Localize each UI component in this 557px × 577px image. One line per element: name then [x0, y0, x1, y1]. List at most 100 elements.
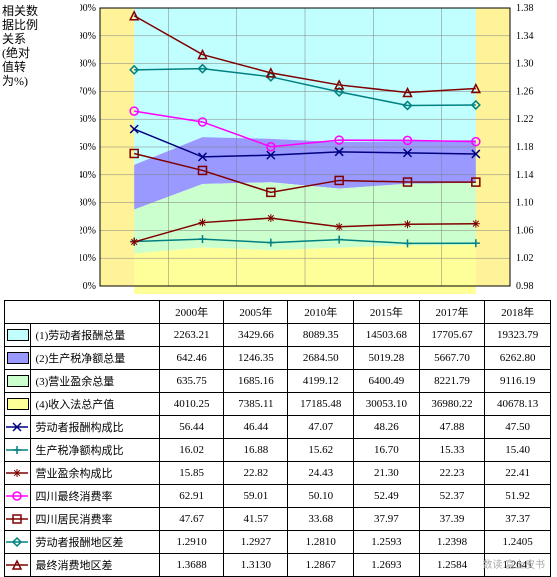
- legend-swatch: [5, 462, 31, 485]
- svg-text:1.30: 1.30: [516, 59, 534, 70]
- data-cell: 52.49: [354, 485, 420, 508]
- svg-text:80%: 80%: [80, 59, 96, 70]
- data-cell: 4010.25: [160, 393, 224, 416]
- data-cell: 37.39: [419, 508, 485, 531]
- table-header: 2000年2005年2010年2015年2017年2018年: [5, 301, 551, 324]
- data-cell: 17185.48: [288, 393, 354, 416]
- table-row: 四川最终消费率62.9159.0150.1052.4952.3751.92: [5, 485, 551, 508]
- data-cell: 642.46: [160, 347, 224, 370]
- data-cell: 15.85: [160, 462, 224, 485]
- col-header: 2010年: [288, 301, 354, 324]
- col-header: 2017年: [419, 301, 485, 324]
- data-table: 2000年2005年2010年2015年2017年2018年(1)劳动者报酬总量…: [4, 300, 551, 577]
- legend-label: (1)劳动者报酬总量: [31, 324, 160, 347]
- table-row: (3)营业盈余总量635.751685.164199.126400.498221…: [5, 370, 551, 393]
- col-header: 2018年: [485, 301, 551, 324]
- data-cell: 1.2910: [160, 531, 224, 554]
- svg-text:1.14: 1.14: [516, 170, 534, 181]
- legend-label: 生产税净额构成比: [31, 439, 160, 462]
- legend-label: (2)生产税净额总量: [31, 347, 160, 370]
- data-cell: 16.70: [354, 439, 420, 462]
- svg-text:10%: 10%: [80, 253, 96, 264]
- svg-text:1.22: 1.22: [516, 114, 534, 125]
- table-row: 四川居民消费率47.6741.5733.6837.9737.3937.37: [5, 508, 551, 531]
- svg-text:50%: 50%: [80, 142, 96, 153]
- svg-text:1.26: 1.26: [516, 86, 534, 97]
- data-cell: 52.37: [419, 485, 485, 508]
- data-cell: 14503.68: [354, 324, 420, 347]
- data-cell: 2684.50: [288, 347, 354, 370]
- col-header: 2015年: [354, 301, 420, 324]
- data-cell: 36980.22: [419, 393, 485, 416]
- data-cell: 1.3130: [224, 554, 288, 577]
- svg-text:1.18: 1.18: [516, 142, 534, 153]
- data-cell: 62.91: [160, 485, 224, 508]
- legend-swatch: [5, 370, 31, 393]
- data-cell: 2263.21: [160, 324, 224, 347]
- data-cell: 37.97: [354, 508, 420, 531]
- svg-text:1.34: 1.34: [516, 31, 534, 42]
- table-row: (1)劳动者报酬总量2263.213429.668089.3514503.681…: [5, 324, 551, 347]
- legend-label: (3)营业盈余总量: [31, 370, 160, 393]
- root: 相关数据比例关系(绝对值转为%) 0%10%20%30%40%50%60%70%…: [0, 0, 557, 577]
- svg-text:30%: 30%: [80, 198, 96, 209]
- data-cell: 1685.16: [224, 370, 288, 393]
- data-cell: 47.67: [160, 508, 224, 531]
- legend-label: 劳动者报酬构成比: [31, 416, 160, 439]
- data-cell: 46.44: [224, 416, 288, 439]
- data-cell: 47.50: [485, 416, 551, 439]
- table-row: 最终消费地区差1.36881.31301.28671.26931.25841.2…: [5, 554, 551, 577]
- data-cell: 15.62: [288, 439, 354, 462]
- svg-text:100%: 100%: [80, 4, 96, 14]
- legend-label: 最终消费地区差: [31, 554, 160, 577]
- data-cell: 1.2927: [224, 531, 288, 554]
- svg-text:1.02: 1.02: [516, 253, 534, 264]
- watermark: 数读 富上皮书: [483, 556, 546, 571]
- legend-label: 四川居民消费率: [31, 508, 160, 531]
- svg-text:60%: 60%: [80, 114, 96, 125]
- data-cell: 635.75: [160, 370, 224, 393]
- data-cell: 19323.79: [485, 324, 551, 347]
- legend-swatch: [5, 531, 31, 554]
- data-cell: 4199.12: [288, 370, 354, 393]
- data-cell: 8221.79: [419, 370, 485, 393]
- data-cell: 1.2584: [419, 554, 485, 577]
- legend-swatch: [5, 324, 31, 347]
- svg-text:70%: 70%: [80, 86, 96, 97]
- data-cell: 8089.35: [288, 324, 354, 347]
- svg-text:0.98: 0.98: [516, 281, 534, 292]
- table-row: (2)生产税净额总量642.461246.352684.505019.28566…: [5, 347, 551, 370]
- data-cell: 1246.35: [224, 347, 288, 370]
- data-cell: 41.57: [224, 508, 288, 531]
- svg-text:1.06: 1.06: [516, 225, 534, 236]
- data-cell: 22.82: [224, 462, 288, 485]
- data-cell: 48.26: [354, 416, 420, 439]
- data-cell: 1.2867: [288, 554, 354, 577]
- data-cell: 22.41: [485, 462, 551, 485]
- legend-swatch: [5, 439, 31, 462]
- table-row: 生产税净额构成比16.0216.8815.6216.7015.3315.40: [5, 439, 551, 462]
- svg-text:20%: 20%: [80, 225, 96, 236]
- data-cell: 6400.49: [354, 370, 420, 393]
- col-header: 2005年: [224, 301, 288, 324]
- data-cell: 37.37: [485, 508, 551, 531]
- data-cell: 16.02: [160, 439, 224, 462]
- data-cell: 50.10: [288, 485, 354, 508]
- col-header: 2000年: [160, 301, 224, 324]
- data-table-wrap: 2000年2005年2010年2015年2017年2018年(1)劳动者报酬总量…: [4, 300, 551, 577]
- data-cell: 1.3688: [160, 554, 224, 577]
- legend-swatch: [5, 554, 31, 577]
- legend-label: 四川最终消费率: [31, 485, 160, 508]
- data-cell: 33.68: [288, 508, 354, 531]
- y-axis-label: 相关数据比例关系(绝对值转为%): [2, 4, 38, 88]
- svg-text:1.38: 1.38: [516, 4, 534, 14]
- chart-svg: 0%10%20%30%40%50%60%70%80%90%100%0.981.0…: [80, 4, 547, 294]
- data-cell: 21.30: [354, 462, 420, 485]
- data-cell: 3429.66: [224, 324, 288, 347]
- legend-label: 劳动者报酬地区差: [31, 531, 160, 554]
- data-cell: 16.88: [224, 439, 288, 462]
- svg-text:40%: 40%: [80, 170, 96, 181]
- table-row: (4)收入法总产值4010.257385.1117185.4830053.103…: [5, 393, 551, 416]
- data-cell: 17705.67: [419, 324, 485, 347]
- data-cell: 15.33: [419, 439, 485, 462]
